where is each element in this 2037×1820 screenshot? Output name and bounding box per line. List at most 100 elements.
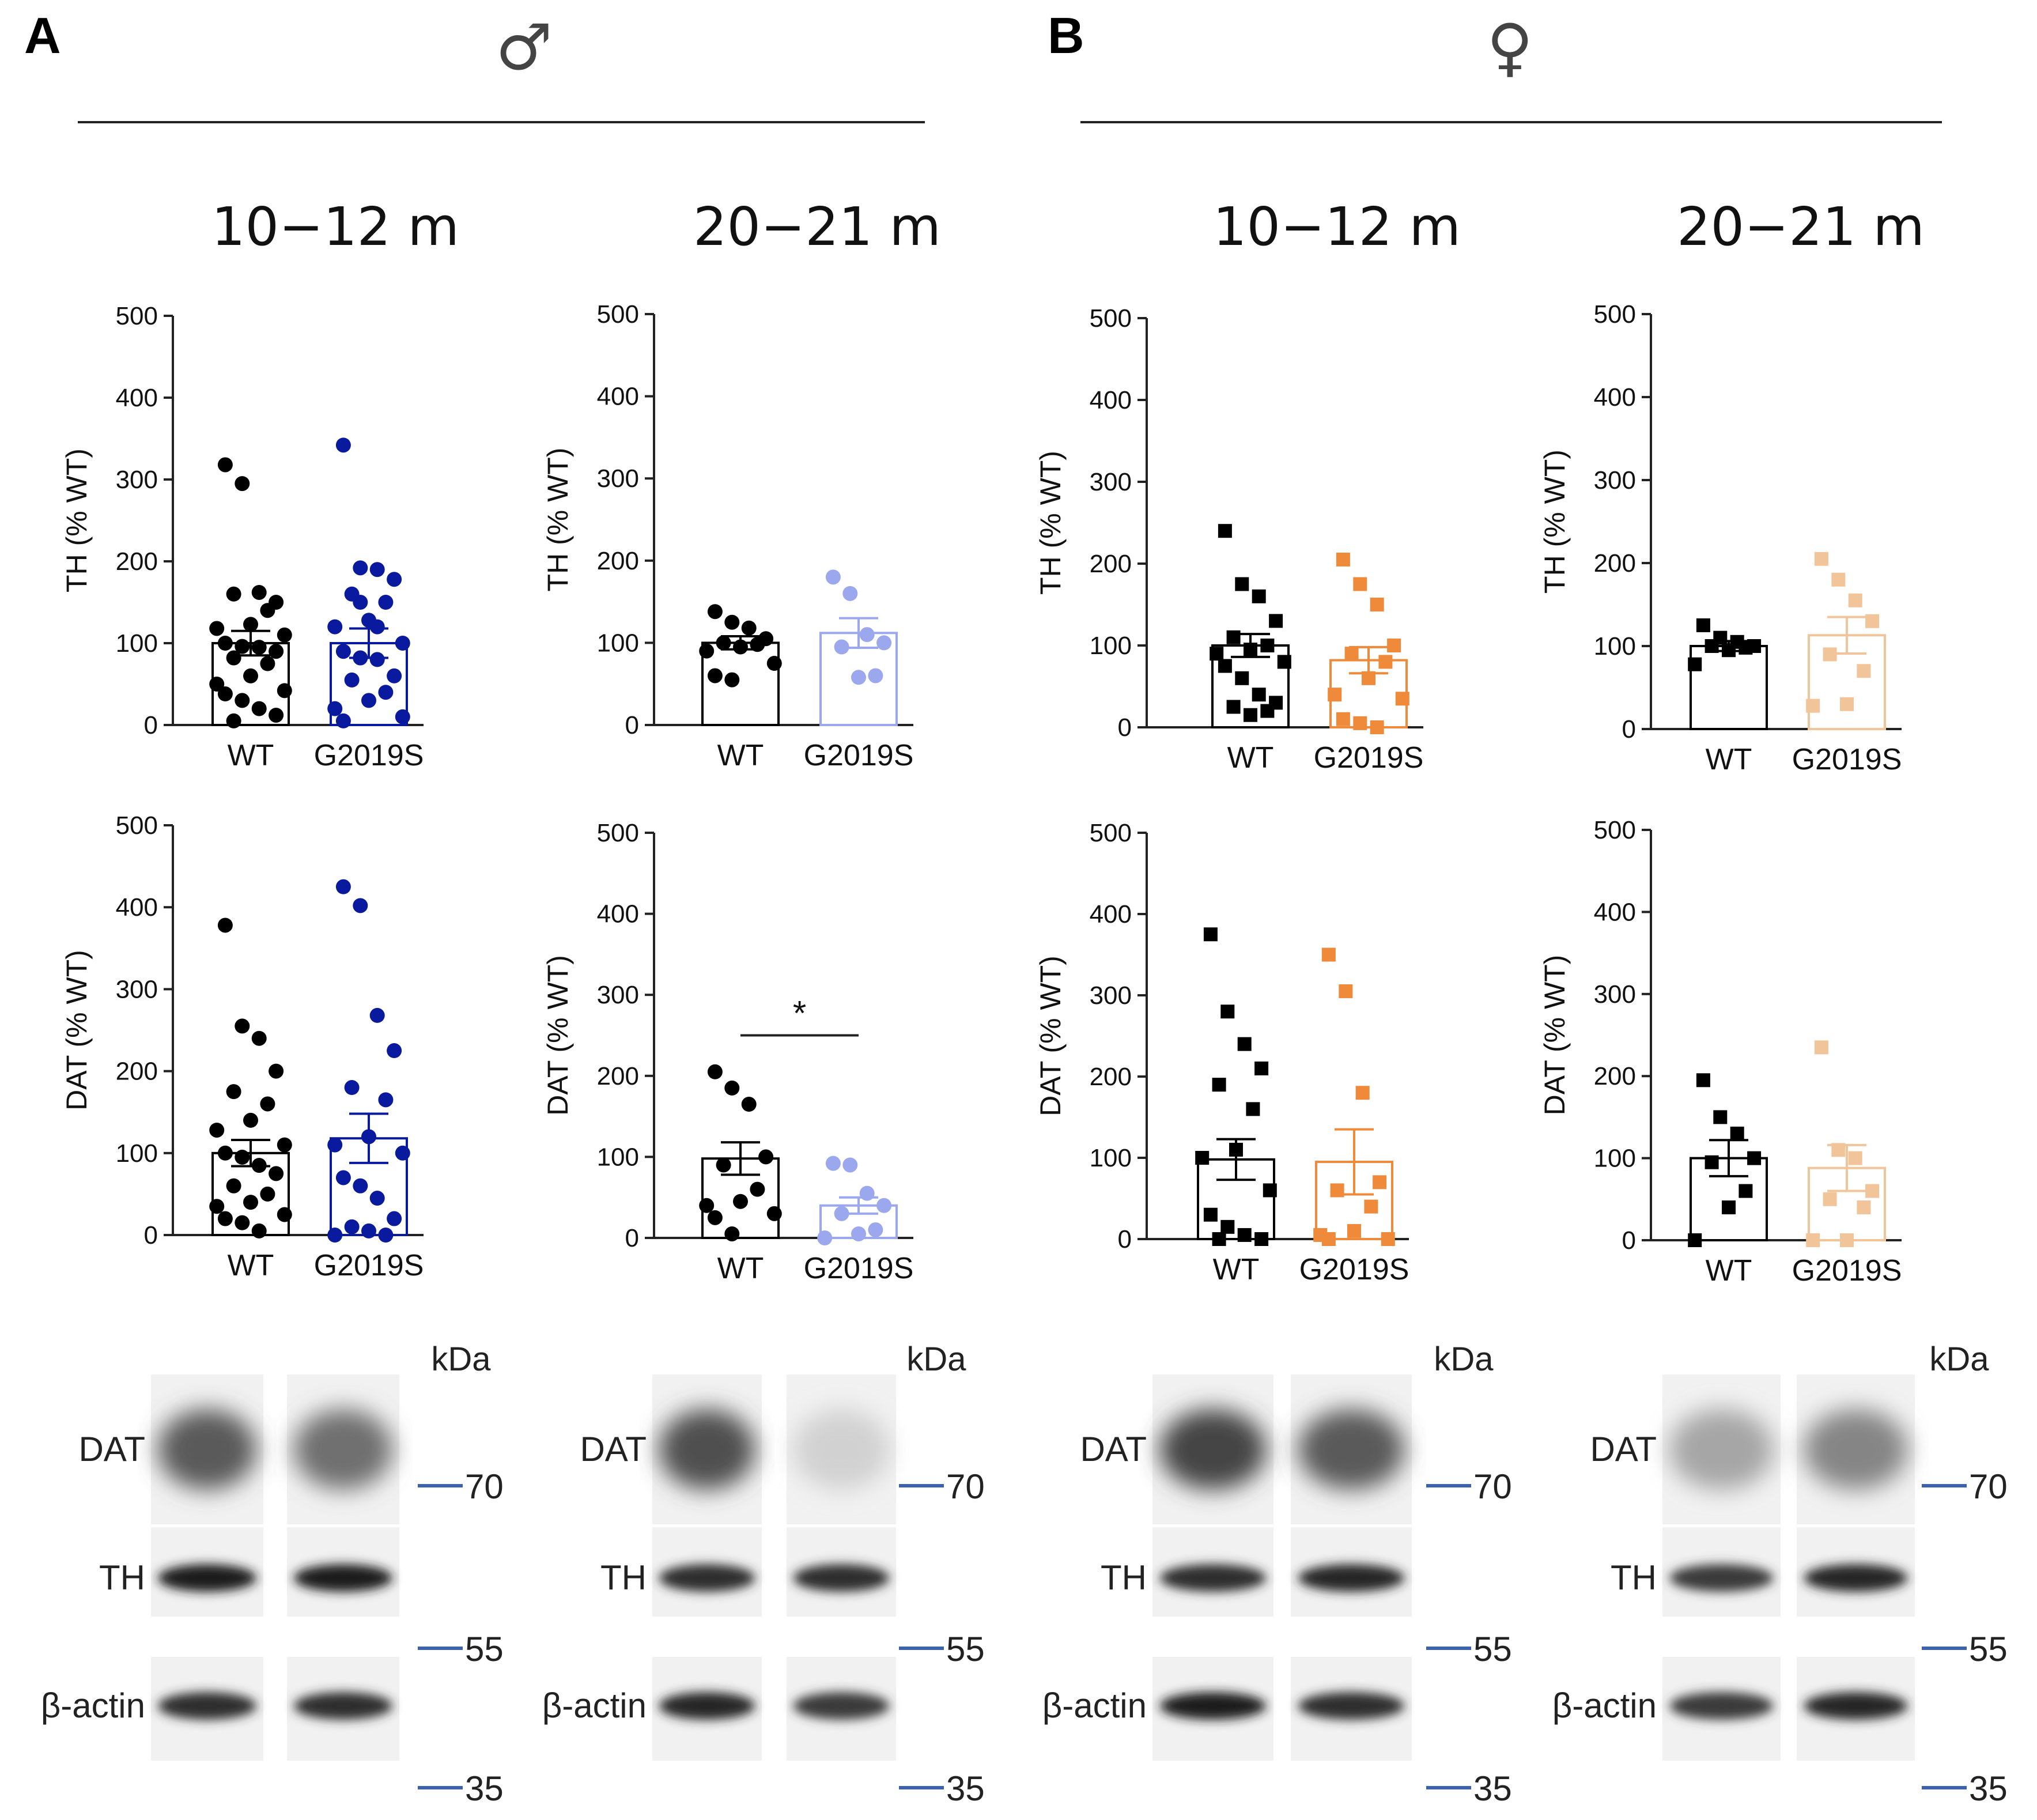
data-point	[1373, 1175, 1387, 1190]
blot-band	[793, 1692, 890, 1720]
data-point	[378, 1228, 394, 1243]
data-point	[1203, 927, 1218, 942]
blot-band	[659, 1564, 755, 1592]
mw-marker-label: 55	[1969, 1630, 2008, 1668]
blot-band	[1804, 1564, 1908, 1592]
data-point	[868, 668, 883, 684]
blot-band	[157, 1692, 257, 1720]
y-tick-label: 300	[1090, 981, 1132, 1010]
data-point	[1705, 639, 1719, 653]
mw-marker-label: 35	[946, 1769, 985, 1808]
panel-letter-b: B	[1048, 7, 1084, 64]
data-point	[1260, 704, 1275, 718]
data-point	[369, 562, 385, 577]
y-tick-label: 200	[116, 1058, 158, 1086]
y-tick-label: 300	[116, 975, 158, 1003]
y-tick-label: 200	[116, 547, 158, 576]
data-point	[724, 1080, 740, 1096]
data-point	[1696, 1073, 1710, 1088]
data-point	[1378, 655, 1393, 669]
blot-row-label: DAT	[78, 1430, 145, 1468]
data-point	[217, 1211, 233, 1226]
data-point	[724, 614, 740, 630]
y-tick-label: 300	[597, 981, 639, 1009]
y-tick-label: 100	[1594, 1145, 1636, 1173]
age-title-male-20-21: 20−21 m	[693, 196, 941, 258]
data-point	[327, 701, 343, 716]
y-tick-label: 300	[597, 465, 639, 493]
kda-unit-label: kDa	[906, 1341, 966, 1378]
data-point	[1806, 1233, 1820, 1247]
mw-marker-label: 35	[465, 1769, 504, 1808]
blot-row-label: β-actin	[1552, 1686, 1657, 1725]
data-point	[353, 1178, 368, 1194]
data-point	[1226, 700, 1241, 714]
data-point	[260, 656, 275, 671]
y-tick-label: 400	[1090, 386, 1132, 414]
y-tick-label: 100	[597, 629, 639, 657]
y-tick-label: 100	[597, 1143, 639, 1171]
chart-male-20-21-dat: 0 100 200 300 400 500 DAT (% WT) WT G2019S *	[542, 819, 913, 1285]
data-point	[699, 1198, 715, 1213]
data-point	[1823, 647, 1837, 662]
y-tick-label: 0	[625, 1224, 639, 1252]
blot-row-label: β-actin	[41, 1686, 145, 1725]
blot-band	[1298, 1692, 1405, 1720]
data-point	[361, 1129, 376, 1145]
data-point	[243, 668, 258, 684]
data-point	[387, 1211, 402, 1226]
data-point	[1705, 1155, 1719, 1169]
data-point	[277, 1137, 292, 1153]
data-point	[251, 1158, 267, 1173]
data-point	[260, 1096, 275, 1112]
kda-unit-label: kDa	[1434, 1341, 1494, 1378]
data-point	[269, 644, 284, 659]
y-axis-label: DAT (% WT)	[61, 950, 93, 1111]
blot-band	[659, 1692, 755, 1720]
data-point	[741, 620, 757, 636]
data-point	[1212, 1232, 1226, 1246]
data-point	[344, 1219, 360, 1234]
y-tick-label: 400	[597, 383, 639, 411]
chart-female-20-21-th: 0 100 200 300 400 500 TH (% WT) WT G2019S	[1539, 300, 1902, 776]
blot-row-label: β-actin	[542, 1686, 647, 1725]
blot-female-20-21: kDa DAT TH β-actin 70 55 35	[1552, 1341, 2008, 1808]
y-tick-label: 200	[1090, 550, 1132, 578]
data-point	[1336, 552, 1350, 567]
y-tick-label: 500	[597, 300, 639, 328]
data-point	[716, 1157, 731, 1173]
data-point	[1857, 664, 1871, 678]
mw-marker-label: 70	[1969, 1467, 2008, 1506]
blot-male-20-21: kDa DAT TH β-actin 70 55 35	[542, 1341, 985, 1808]
data-point	[235, 1149, 250, 1165]
data-point	[716, 635, 731, 651]
charts-layer: 0 100 200 300 400 500 TH (% WT) WT G2019S 0 100 200…	[61, 300, 1902, 1287]
y-axis-label: DAT (% WT)	[542, 955, 574, 1116]
blot-row-label: DAT	[1590, 1430, 1657, 1468]
data-point	[1269, 614, 1283, 628]
data-point	[269, 707, 284, 723]
data-point	[1840, 697, 1854, 711]
data-point	[1688, 1233, 1702, 1247]
y-tick-label: 500	[116, 811, 158, 840]
x-category-label: WT	[228, 739, 274, 772]
data-point	[1831, 572, 1846, 587]
data-point	[1370, 720, 1384, 734]
mw-marker-label: 70	[946, 1467, 985, 1506]
data-point	[235, 639, 250, 654]
data-point	[1865, 614, 1880, 628]
y-tick-label: 200	[1594, 549, 1636, 577]
data-point	[353, 560, 368, 576]
data-point	[1381, 1232, 1395, 1246]
blot-band	[157, 1409, 257, 1490]
chart-male-10-12-dat: 0 100 200 300 400 500 DAT (% WT) WT G2019S	[61, 811, 424, 1282]
data-point	[395, 636, 410, 651]
y-tick-label: 400	[597, 900, 639, 928]
data-point	[741, 1097, 757, 1112]
data-point	[1353, 577, 1367, 591]
data-point	[1321, 1232, 1336, 1246]
x-category-label: G2019S	[804, 1252, 914, 1285]
data-point	[387, 668, 402, 684]
data-point	[269, 1166, 284, 1181]
kda-unit-label: kDa	[1929, 1341, 1989, 1378]
